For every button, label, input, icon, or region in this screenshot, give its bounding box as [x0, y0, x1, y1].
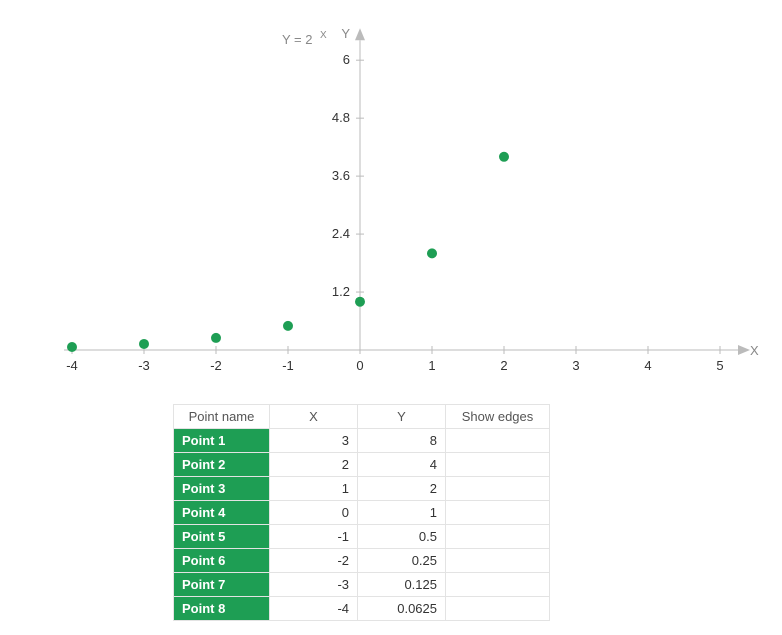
cell-y: 0.125 — [358, 573, 446, 597]
cell-show-edges — [446, 501, 550, 525]
x-tick-label: -4 — [66, 358, 78, 373]
data-point — [67, 342, 77, 352]
equation-label-sup: X — [320, 30, 327, 41]
table-row: Point 138 — [174, 429, 550, 453]
cell-show-edges — [446, 573, 550, 597]
cell-x: -1 — [270, 525, 358, 549]
x-tick-label: 2 — [500, 358, 507, 373]
cell-show-edges — [446, 525, 550, 549]
y-tick-label: 4.8 — [332, 110, 350, 125]
x-tick-label: 0 — [356, 358, 363, 373]
x-tick-label: 1 — [428, 358, 435, 373]
data-point — [355, 297, 365, 307]
chart-area: -4 -3 -2 -1 0 1 2 3 4 5 1.2 2.4 3.6 4.8 6 X Y Y = 2 X — [40, 20, 760, 390]
data-table-area: Point name X Y Show edges Point 138Point… — [173, 404, 550, 621]
y-tick-label: 1.2 — [332, 284, 350, 299]
cell-point-name: Point 4 — [174, 501, 270, 525]
cell-point-name: Point 6 — [174, 549, 270, 573]
scatter-chart: -4 -3 -2 -1 0 1 2 3 4 5 1.2 2.4 3.6 4.8 6 X Y Y = 2 X — [40, 20, 760, 390]
y-tick-label: 2.4 — [332, 226, 350, 241]
cell-x: 0 — [270, 501, 358, 525]
cell-show-edges — [446, 453, 550, 477]
table-row: Point 401 — [174, 501, 550, 525]
table-row: Point 224 — [174, 453, 550, 477]
y-axis-arrow-icon — [355, 28, 365, 40]
y-tick-label: 3.6 — [332, 168, 350, 183]
cell-point-name: Point 2 — [174, 453, 270, 477]
cell-y: 8 — [358, 429, 446, 453]
cell-show-edges — [446, 477, 550, 501]
cell-y: 0.5 — [358, 525, 446, 549]
x-tick-label: -1 — [282, 358, 294, 373]
x-tick-label: -2 — [210, 358, 222, 373]
table-row: Point 312 — [174, 477, 550, 501]
x-tick-label: -3 — [138, 358, 150, 373]
equation-label: Y = 2 — [282, 32, 312, 47]
cell-point-name: Point 1 — [174, 429, 270, 453]
cell-y: 4 — [358, 453, 446, 477]
data-point — [139, 339, 149, 349]
cell-y: 2 — [358, 477, 446, 501]
cell-point-name: Point 5 — [174, 525, 270, 549]
x-tick-label: 3 — [572, 358, 579, 373]
table-row: Point 5-10.5 — [174, 525, 550, 549]
data-point — [283, 321, 293, 331]
data-point — [211, 333, 221, 343]
cell-x: -2 — [270, 549, 358, 573]
data-point — [499, 152, 509, 162]
data-point — [427, 248, 437, 258]
cell-y: 0.25 — [358, 549, 446, 573]
col-show-edges: Show edges — [446, 405, 550, 429]
x-axis-label: X — [750, 343, 759, 358]
cell-show-edges — [446, 549, 550, 573]
table-row: Point 6-20.25 — [174, 549, 550, 573]
x-tick-label: 4 — [644, 358, 651, 373]
table-row: Point 8-40.0625 — [174, 597, 550, 621]
col-x: X — [270, 405, 358, 429]
cell-x: 2 — [270, 453, 358, 477]
x-tick-label: 5 — [716, 358, 723, 373]
col-point-name: Point name — [174, 405, 270, 429]
y-tick-label: 6 — [343, 52, 350, 67]
table-header-row: Point name X Y Show edges — [174, 405, 550, 429]
cell-y: 1 — [358, 501, 446, 525]
data-table: Point name X Y Show edges Point 138Point… — [173, 404, 550, 621]
x-axis-arrow-icon — [738, 345, 750, 355]
cell-x: -4 — [270, 597, 358, 621]
cell-show-edges — [446, 429, 550, 453]
col-y: Y — [358, 405, 446, 429]
cell-point-name: Point 7 — [174, 573, 270, 597]
cell-y: 0.0625 — [358, 597, 446, 621]
cell-x: -3 — [270, 573, 358, 597]
cell-show-edges — [446, 597, 550, 621]
table-row: Point 7-30.125 — [174, 573, 550, 597]
cell-x: 1 — [270, 477, 358, 501]
cell-point-name: Point 8 — [174, 597, 270, 621]
y-axis-label: Y — [341, 26, 350, 41]
cell-point-name: Point 3 — [174, 477, 270, 501]
cell-x: 3 — [270, 429, 358, 453]
